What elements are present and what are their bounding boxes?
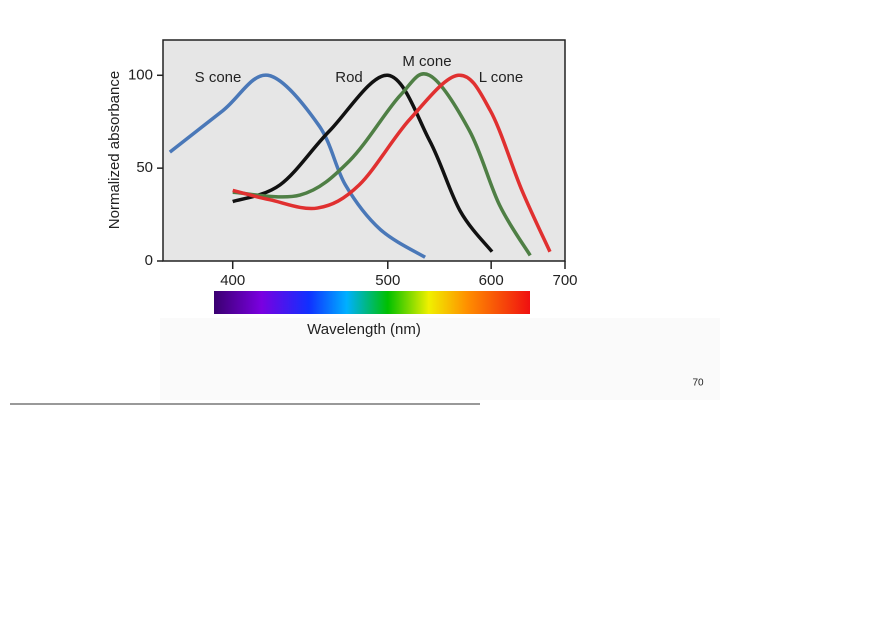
x-tick-label: 400 — [220, 272, 245, 289]
curve — [168, 73, 427, 259]
spectrum-bar — [214, 291, 530, 314]
y-tick-label: 0 — [145, 252, 153, 269]
y-axis-label: Normalized absorbance — [106, 71, 123, 229]
curve — [232, 72, 532, 257]
curve-label: S cone — [195, 69, 242, 86]
curve-label: M cone — [402, 53, 451, 70]
y-tick-label: 50 — [136, 159, 153, 176]
curve — [232, 73, 494, 253]
curve-label: Rod — [335, 69, 363, 86]
x-tick-label: 500 — [375, 272, 400, 289]
x-tick-label: 700 — [552, 272, 577, 289]
curve-label: L cone — [479, 69, 523, 86]
plot-area — [162, 39, 566, 262]
x-tick-label: 600 — [479, 272, 504, 289]
y-tick-label: 100 — [128, 66, 153, 83]
curve — [232, 73, 552, 253]
plot: 0 50 100 400 500 600 700 S cone Rod M cone L cone — [128, 53, 578, 289]
figure-backdrop — [160, 318, 720, 400]
x-axis-label: Wavelength (nm) — [307, 321, 421, 338]
page-number: 70 — [692, 378, 704, 389]
